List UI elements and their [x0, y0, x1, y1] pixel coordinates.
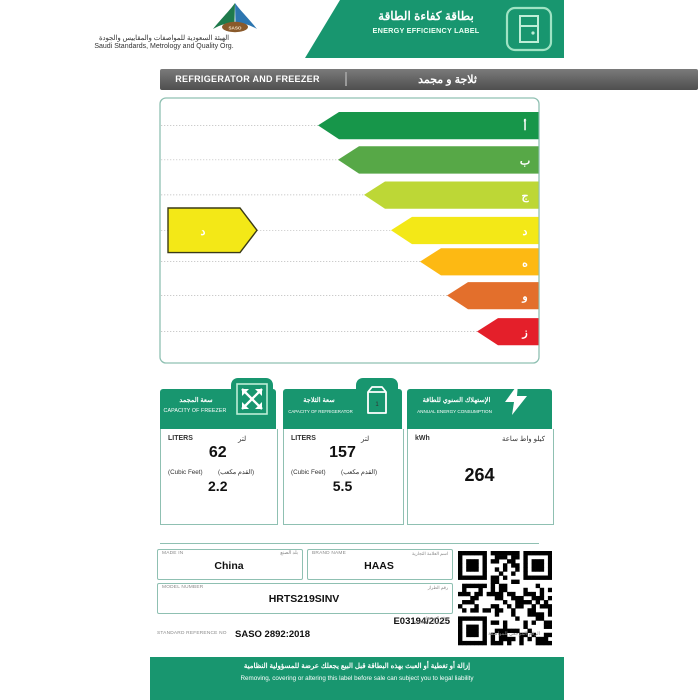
svg-text:ز: ز [521, 327, 527, 339]
svg-text:ه: ه [522, 257, 528, 269]
svg-text:ج: ج [521, 191, 529, 203]
svg-text:ب: ب [520, 156, 530, 168]
svg-text:أ: أ [523, 119, 526, 133]
svg-text:و: و [521, 291, 527, 303]
svg-text:د: د [523, 226, 528, 238]
svg-text:د: د [201, 226, 206, 238]
